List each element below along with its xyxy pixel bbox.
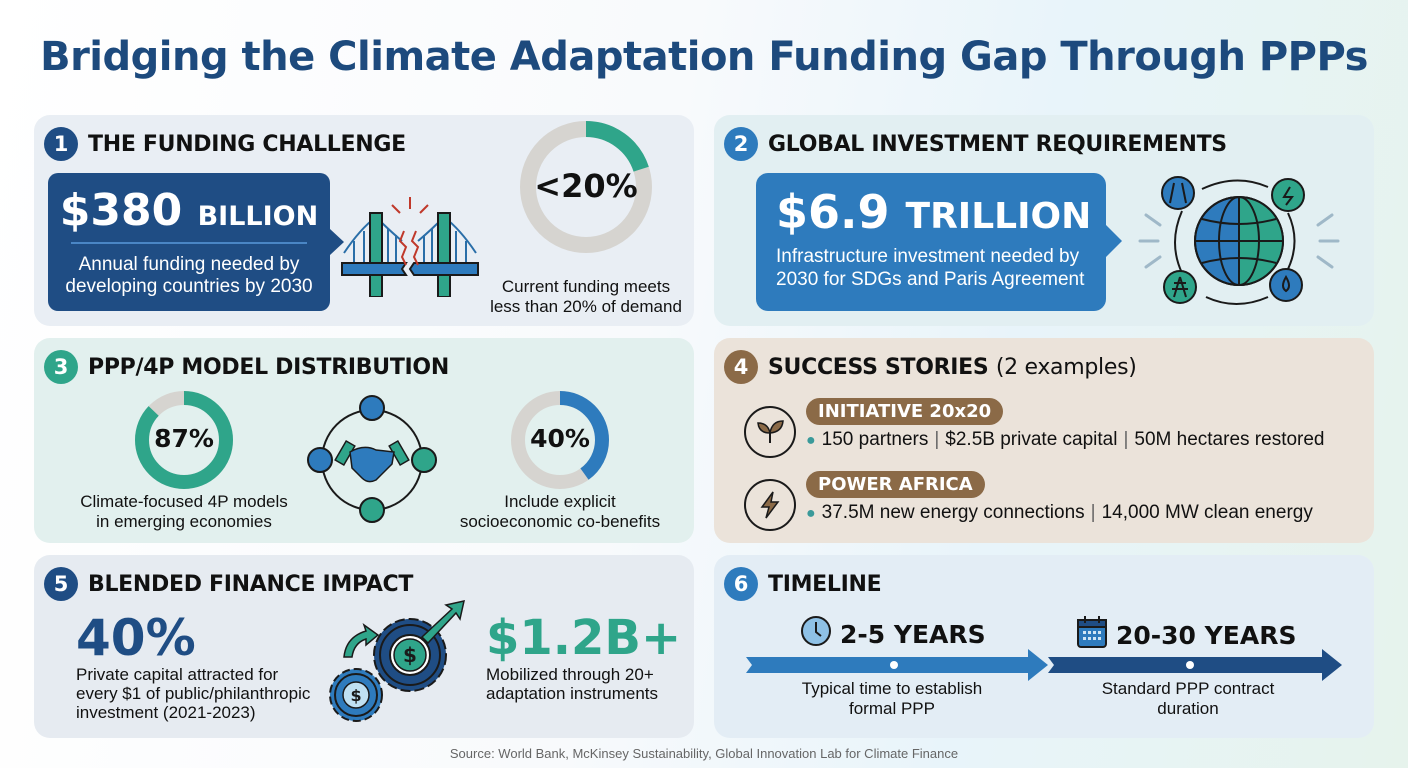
- globe-infrastructure-cycle-icon: [1136, 173, 1342, 314]
- story-facts: ● 150 partners | $2.5B private capital | 50M …: [806, 429, 1325, 450]
- story-item: POWER AFRICA ● 37.5M new energy connectio…: [744, 471, 1313, 531]
- divider: [71, 242, 307, 244]
- section-heading: GLOBAL INVESTMENT REQUIREMENTS: [768, 131, 1227, 157]
- global-investment-card: 2 GLOBAL INVESTMENT REQUIREMENTS $6.9 TR…: [714, 115, 1374, 326]
- investment-stat-box: $6.9 TRILLION Infrastructure investment …: [756, 173, 1122, 311]
- mobilized-capital-stat: $1.2B+ Mobilized through 20+ adaptation …: [486, 610, 682, 703]
- stat-description: Annual funding needed by developing coun…: [65, 254, 313, 297]
- timeline-card: 6 TIMELINE 2-5 YEARS 20-30 YEARS: [714, 555, 1374, 738]
- section-heading: BLENDED FINANCE IMPACT: [88, 571, 414, 597]
- stat-value: $380 BILLION: [59, 185, 319, 236]
- timeline-phase-label: 2-5 YEARS: [800, 615, 986, 653]
- leaf-sprout-icon: [744, 406, 796, 458]
- section-header: 5 BLENDED FINANCE IMPACT: [44, 567, 413, 601]
- calendar-icon: [1076, 615, 1108, 655]
- lightning-bolt-icon: [744, 479, 796, 531]
- page-title: Bridging the Climate Adaptation Funding …: [40, 34, 1368, 80]
- handshake-network-icon: [304, 394, 440, 529]
- ppp-model-distribution-card: 3 PPP/4P MODEL DISTRIBUTION 87% Climate-…: [34, 338, 694, 543]
- timeline-caption: Typical time to establish formal PPP: [801, 679, 983, 718]
- donut-caption: Current funding meets less than 20% of d…: [490, 277, 682, 316]
- broken-bridge-icon: [340, 191, 480, 302]
- svg-text:$: $: [403, 643, 417, 667]
- section-heading: PPP/4P MODEL DISTRIBUTION: [88, 354, 449, 380]
- private-capital-stat: 40% Private capital attracted for every …: [76, 609, 311, 722]
- section-number-badge: 2: [724, 127, 758, 161]
- section-number-badge: 4: [724, 350, 758, 384]
- funding-stat-box: $380 BILLION Annual funding needed by de…: [48, 173, 344, 311]
- source-footnote: Source: World Bank, McKinsey Sustainabil…: [449, 746, 959, 761]
- clock-icon: [800, 615, 832, 653]
- section-number-badge: 6: [724, 567, 758, 601]
- section-header: 2 GLOBAL INVESTMENT REQUIREMENTS: [724, 127, 1227, 161]
- section-heading: SUCCESS STORIES (2 examples): [768, 354, 1137, 380]
- donut-caption: Climate-focused 4P models in emerging ec…: [80, 492, 288, 531]
- section-heading: THE FUNDING CHALLENGE: [88, 131, 406, 157]
- blended-finance-card: 5 BLENDED FINANCE IMPACT 40% Private cap…: [34, 555, 694, 738]
- stat-description: Infrastructure investment needed by 2030…: [776, 246, 1085, 290]
- funding-challenge-card: 1 THE FUNDING CHALLENGE $380 BILLION Ann…: [34, 115, 694, 326]
- section-heading: TIMELINE: [768, 571, 882, 597]
- story-facts: ● 37.5M new energy connections | 14,000 MW …: [806, 502, 1313, 523]
- section-header: 3 PPP/4P MODEL DISTRIBUTION: [44, 350, 449, 384]
- cobenefits-donut: 40%: [510, 390, 610, 490]
- section-header: 1 THE FUNDING CHALLENGE: [44, 127, 406, 161]
- climate-4p-donut: 87%: [134, 390, 234, 490]
- gears-dollar-growth-icon: $ $: [324, 597, 474, 732]
- timeline-caption: Standard PPP contract duration: [1101, 679, 1275, 718]
- section-header: 4 SUCCESS STORIES (2 examples): [724, 350, 1137, 384]
- section-number-badge: 5: [44, 567, 78, 601]
- donut-caption: Include explicit socioeconomic co-benefi…: [459, 492, 661, 531]
- success-stories-card: 4 SUCCESS STORIES (2 examples) INITIATIV…: [714, 338, 1374, 543]
- story-name-badge: INITIATIVE 20x20: [806, 398, 1004, 425]
- timeline-arrow-bar: [746, 649, 1346, 686]
- timeline-phase-label: 20-30 YEARS: [1076, 615, 1296, 655]
- section-header: 6 TIMELINE: [724, 567, 882, 601]
- svg-text:$: $: [350, 686, 361, 705]
- funding-coverage-donut: <20%: [518, 119, 654, 255]
- section-number-badge: 1: [44, 127, 78, 161]
- section-number-badge: 3: [44, 350, 78, 384]
- story-name-badge: POWER AFRICA: [806, 471, 985, 498]
- stat-value: $6.9 TRILLION: [776, 185, 1092, 239]
- story-item: INITIATIVE 20x20 ● 150 partners | $2.5B pri…: [744, 398, 1325, 458]
